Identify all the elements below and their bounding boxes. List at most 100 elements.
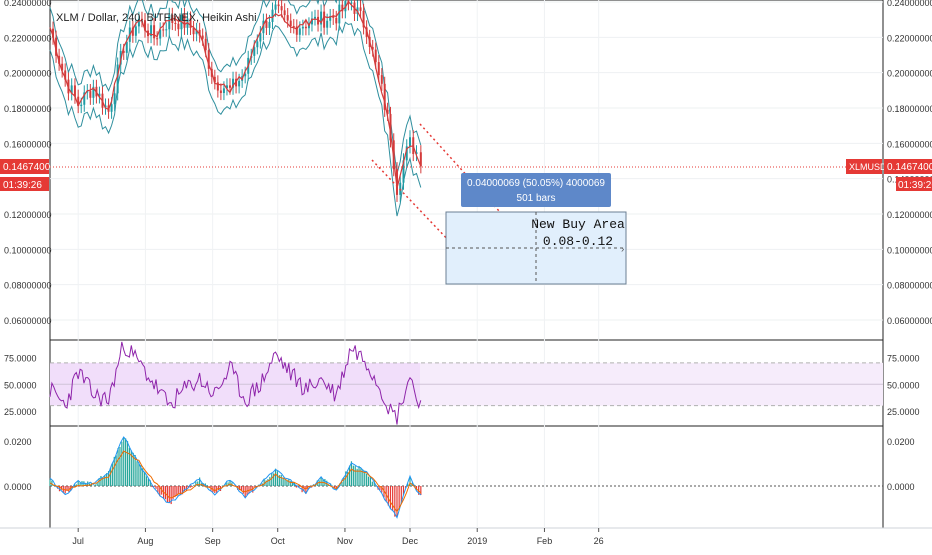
time-axis[interactable]: Jul Aug Sep Oct Nov Dec 2019 Feb 26 xyxy=(72,528,604,546)
candle-body xyxy=(195,29,198,35)
candle-body xyxy=(271,9,274,22)
candle-body xyxy=(140,18,143,21)
candle-body xyxy=(177,23,180,30)
candle-body xyxy=(70,85,73,94)
candle-body xyxy=(83,92,86,105)
candle-body xyxy=(323,11,326,28)
osc-tick-label-left: 50.0000 xyxy=(4,380,37,390)
ema-line xyxy=(49,0,422,189)
macd-tick-label-left: 0.0200 xyxy=(4,437,32,447)
arrow-right-icon: › xyxy=(621,244,624,255)
price-tick-label-right: 0.06000000 xyxy=(887,316,932,326)
candle-body xyxy=(80,104,83,107)
candle-body xyxy=(329,16,332,21)
macd-tick-label-right: 0.0200 xyxy=(887,437,915,447)
candle-body xyxy=(52,28,55,38)
price-tick-label-right: 0.18000000 xyxy=(887,104,932,114)
time-tick-label: Feb xyxy=(537,536,553,546)
candle-body xyxy=(259,33,262,42)
candle-body xyxy=(113,93,116,105)
candle-body xyxy=(104,105,107,108)
candle-body xyxy=(298,28,301,35)
signal-line xyxy=(49,450,422,513)
candle-body xyxy=(304,26,307,29)
candle-body xyxy=(73,85,76,97)
candle-body xyxy=(110,104,113,112)
candle-body xyxy=(189,18,192,28)
candle-body xyxy=(183,14,186,28)
candle-body xyxy=(320,11,323,25)
oscillator-band xyxy=(50,362,883,407)
left-price-value: 0.14674000 xyxy=(3,162,56,173)
measure-tool[interactable]: 0.04000069 (50.05%) 4000069 501 bars xyxy=(461,173,611,207)
macd-line xyxy=(49,436,422,519)
time-tick-label: 2019 xyxy=(467,536,487,546)
candle-body xyxy=(131,27,134,36)
time-tick-label: Dec xyxy=(402,536,419,546)
buy-area-annotation[interactable]: › New Buy Area 0.08-0.12 xyxy=(445,211,627,285)
candle-body xyxy=(55,37,58,56)
candle-body xyxy=(380,75,383,84)
right-countdown: 01:39:26 xyxy=(898,180,932,191)
osc-tick-label-left: 75.0000 xyxy=(4,354,37,364)
candle-body xyxy=(204,38,207,51)
price-axis[interactable]: 0.06000000 0.06000000 0.08000000 0.08000000… xyxy=(4,0,932,492)
candle-body xyxy=(341,4,344,12)
candle-body xyxy=(265,20,268,28)
candle-body xyxy=(162,29,165,31)
candle-body xyxy=(77,96,80,107)
price-tick-label-right: 0.08000000 xyxy=(887,281,932,291)
candle-body xyxy=(244,73,247,77)
candle-body xyxy=(332,16,335,18)
candle-body xyxy=(419,152,422,167)
price-tick-label-right: 0.16000000 xyxy=(887,139,932,149)
lower-band-line xyxy=(49,21,422,217)
candle-body xyxy=(86,91,89,93)
candle-body xyxy=(92,86,95,98)
candle-body xyxy=(280,6,283,11)
candle-body xyxy=(295,26,298,35)
candle-body xyxy=(116,64,119,94)
candle-body xyxy=(383,83,386,110)
candle-body xyxy=(277,4,280,7)
measure-text-line2: 501 bars xyxy=(517,193,556,204)
price-tick-label-left: 0.18000000 xyxy=(4,104,52,114)
time-tick-label: Oct xyxy=(271,536,286,546)
candle-body xyxy=(198,29,201,36)
candle-body xyxy=(359,7,362,11)
price-tick-label-right: 0.12000000 xyxy=(887,210,932,220)
candle-body xyxy=(156,38,159,40)
price-tick-label-right: 0.22000000 xyxy=(887,33,932,43)
candle-body xyxy=(409,137,411,147)
buy-area-range: 0.08-0.12 xyxy=(543,234,613,249)
price-tick-label-left: 0.12000000 xyxy=(4,210,52,220)
osc-tick-label-right: 25.0000 xyxy=(887,407,920,417)
candle-body xyxy=(219,90,222,94)
price-tick-label-left: 0.24000000 xyxy=(4,0,52,8)
candle-body xyxy=(402,160,405,183)
candle-body xyxy=(286,15,289,21)
candle-body xyxy=(310,18,313,25)
candle-body xyxy=(232,78,235,88)
candle-body xyxy=(143,20,146,31)
candle-body xyxy=(350,2,353,4)
candle-body xyxy=(89,91,92,98)
candle-body xyxy=(213,76,216,83)
price-tick-label-left: 0.08000000 xyxy=(4,281,52,291)
candle-body xyxy=(225,85,228,89)
osc-tick-label-right: 50.0000 xyxy=(887,380,920,390)
measure-text-line1: 0.04000069 (50.05%) 4000069 xyxy=(467,178,605,189)
candle-body xyxy=(168,14,171,30)
candle-body xyxy=(262,20,265,34)
osc-tick-label-right: 75.0000 xyxy=(887,354,920,364)
candle-body xyxy=(201,35,204,39)
time-tick-label: Jul xyxy=(72,536,84,546)
candle-body xyxy=(150,25,153,37)
candle-body xyxy=(386,109,389,114)
candle-body xyxy=(283,10,286,16)
candle-body xyxy=(61,63,64,71)
candle-body xyxy=(389,113,392,141)
candle-body xyxy=(256,41,259,48)
